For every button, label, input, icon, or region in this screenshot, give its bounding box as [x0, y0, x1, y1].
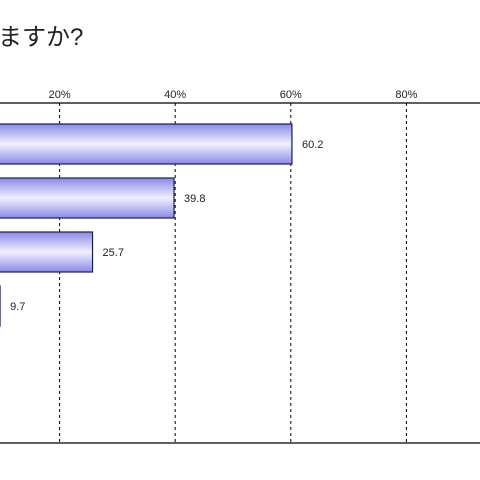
x-tick-label: 40%: [164, 89, 186, 101]
bar: [0, 231, 94, 273]
x-tick-label: 80%: [395, 89, 417, 101]
bar-value-label: 39.8: [184, 193, 205, 205]
bars: 60.2 39.8 25.7 9.7: [0, 123, 323, 327]
bar: [0, 123, 293, 165]
bar: [0, 177, 175, 219]
x-tick-label: 20%: [49, 89, 71, 101]
chart-title: ますか?: [0, 24, 83, 51]
bar-value-label: 9.7: [10, 301, 25, 313]
bar-value-label: 25.7: [103, 247, 124, 259]
x-tick-label: 60%: [280, 89, 302, 101]
bar-value-label: 60.2: [302, 139, 323, 151]
x-tick-labels: 20% 40% 60% 80%: [49, 89, 418, 101]
axes: [0, 102, 480, 444]
